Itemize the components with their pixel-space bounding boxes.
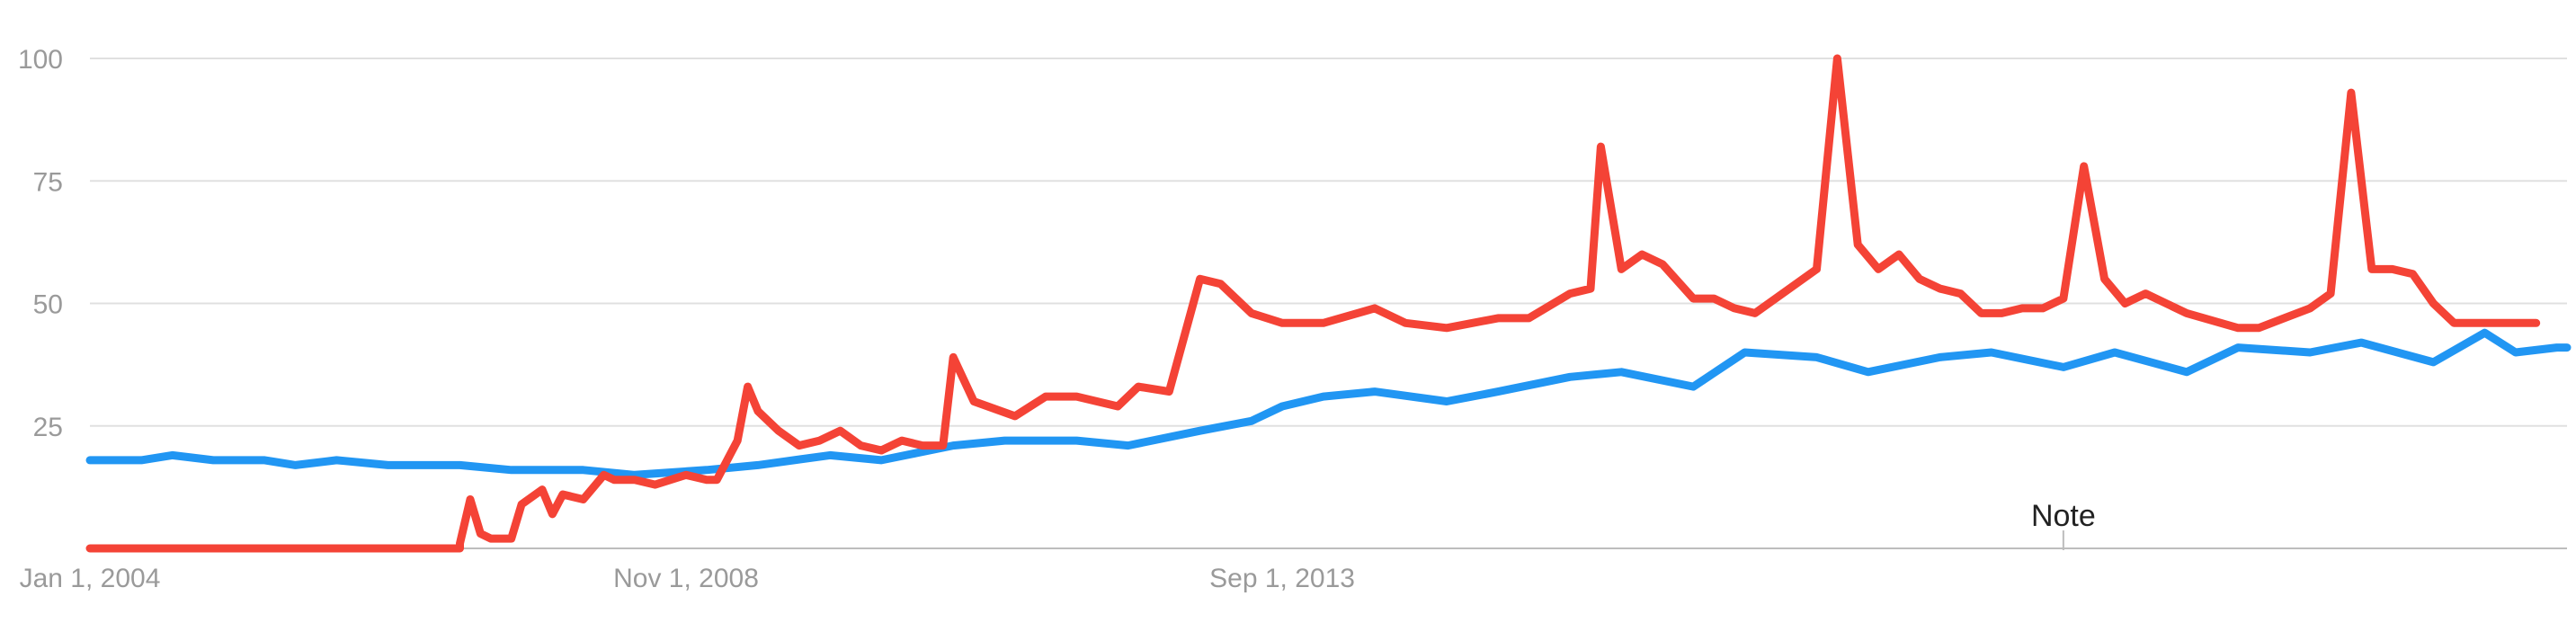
series-line-2 bbox=[85, 54, 2541, 553]
annotations: Note bbox=[2031, 499, 2096, 550]
x-tick-label: Sep 1, 2013 bbox=[1209, 564, 1355, 593]
y-tick-label: 50 bbox=[33, 290, 63, 320]
y-tick-label: 100 bbox=[18, 45, 63, 75]
y-axis-tick-labels: 25 50 75 100 bbox=[18, 45, 63, 442]
series-line-1 bbox=[85, 328, 2572, 479]
x-tick-label: Jan 1, 2004 bbox=[20, 564, 161, 593]
x-axis: Jan 1, 2004 Nov 1, 2008 Sep 1, 2013 bbox=[20, 547, 2567, 593]
y-tick-label: 25 bbox=[33, 413, 63, 442]
note-label: Note bbox=[2031, 499, 2096, 533]
gridlines bbox=[90, 58, 2567, 427]
series-lines bbox=[85, 54, 2572, 553]
x-tick-label: Nov 1, 2008 bbox=[613, 564, 759, 593]
y-tick-label: 75 bbox=[33, 167, 63, 197]
